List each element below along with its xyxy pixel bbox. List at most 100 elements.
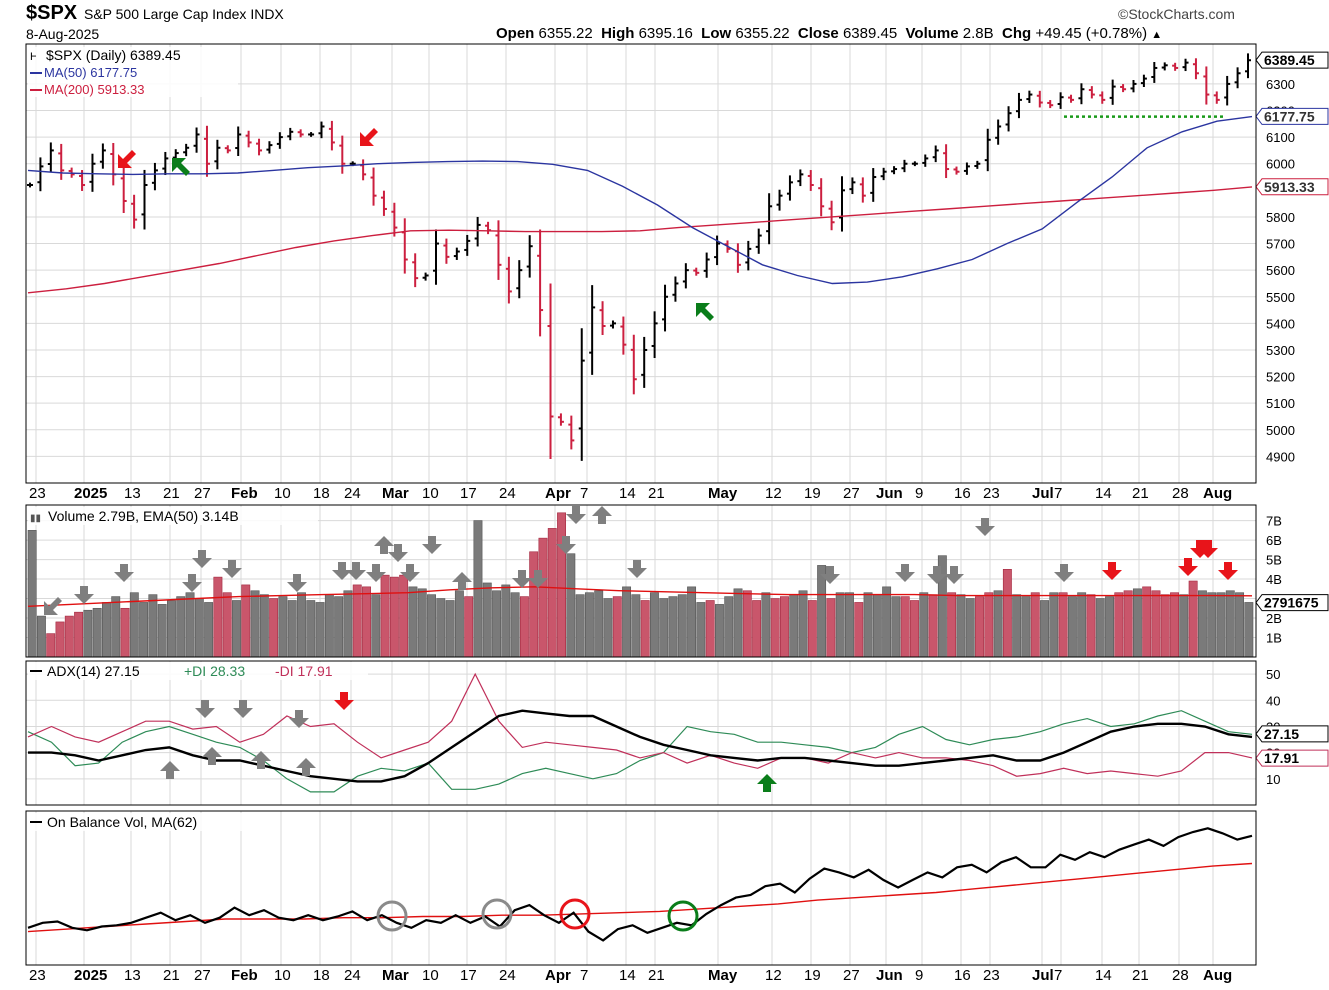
price-bar	[27, 182, 33, 188]
volume-bar	[36, 615, 46, 658]
volume-bar	[891, 596, 901, 658]
x-tick-label: 27	[194, 485, 211, 502]
index-name: S&P 500 Large Cap Index INDX	[84, 6, 284, 22]
price-bar	[266, 141, 273, 154]
volume-bar	[427, 594, 436, 658]
price-bar	[1057, 92, 1064, 109]
volume-signal-arrow-icon	[566, 506, 586, 524]
price-bar	[526, 235, 533, 278]
chg-up-icon: ▲	[1151, 29, 1163, 41]
volume-signal-arrow-icon	[556, 536, 576, 554]
price-bar	[391, 202, 398, 237]
volume-bar	[436, 598, 446, 658]
volume-bar	[371, 594, 381, 658]
x-tick-label: 14	[619, 967, 636, 984]
price-bar	[464, 234, 471, 256]
volume-bar	[900, 596, 910, 658]
adx-panel: ADX(14) 27.15 +DI 28.33 -DI 17.91	[27, 662, 1253, 793]
price-bar	[839, 176, 845, 232]
price-bar	[58, 143, 65, 180]
price-bar	[630, 334, 637, 395]
volume-last-tag-box	[1255, 594, 1329, 612]
price-tick-label: 5500	[1266, 290, 1295, 305]
volume-bar	[622, 586, 632, 658]
x-tick-label: 23	[983, 485, 1000, 502]
x-tick-label: 7	[1054, 967, 1062, 984]
volume-bar	[1123, 590, 1133, 658]
x-tick-label: Jun	[876, 485, 903, 502]
panel-frames	[25, 43, 1257, 966]
panel-border	[25, 43, 1257, 484]
price-bar	[609, 320, 616, 329]
adx-signal-arrow-icon	[296, 758, 316, 776]
volume-signal-arrow-icon	[452, 572, 472, 590]
ma200-line	[27, 186, 1253, 294]
volume-signal-arrow-icon	[44, 597, 62, 615]
price-bar	[766, 193, 773, 245]
price-tick-label: 6000	[1266, 157, 1295, 172]
volume-bar	[1077, 592, 1087, 658]
volume-bar	[148, 594, 158, 658]
volume-bar	[408, 586, 418, 658]
volume-bar	[454, 590, 464, 658]
x-tick-label: 16	[954, 967, 971, 984]
volume-signal-arrow-icon	[332, 562, 352, 580]
volume-bar	[64, 615, 74, 658]
x-tick-label: 10	[274, 967, 291, 984]
x-tick-label: Jun	[876, 967, 903, 984]
volume-bar	[975, 596, 984, 658]
x-tick-label: Jul	[1032, 967, 1054, 984]
price-bar	[141, 169, 148, 230]
x-tick-label: 21	[163, 485, 180, 502]
adx-signal-arrow-icon	[251, 751, 271, 769]
price-tick-label: 5000	[1266, 423, 1295, 438]
volume-tick-label: 2B	[1266, 611, 1282, 626]
panel-border	[25, 810, 1257, 966]
price-bar	[953, 166, 960, 175]
volume-bar	[1216, 592, 1226, 658]
volume-bar	[1160, 594, 1170, 658]
adx-last-tag: 27.15	[1255, 725, 1329, 743]
price-bar	[245, 130, 252, 148]
price-bar	[797, 169, 804, 187]
legend-background	[28, 662, 368, 680]
price-bar	[1005, 106, 1012, 132]
price-bar	[412, 253, 419, 288]
sell-arrow-icon	[118, 150, 136, 168]
volume-signal-arrow-icon	[592, 506, 612, 524]
price-bar	[537, 229, 544, 337]
volume-bar	[742, 590, 752, 658]
volume-bar	[445, 600, 455, 658]
volume-bar	[659, 598, 669, 658]
x-tick-label: 12	[765, 485, 782, 502]
volume-bar	[529, 551, 539, 658]
x-tick-label: 14	[619, 485, 636, 502]
volume-signal-arrow-icon	[366, 564, 386, 582]
price-bar	[672, 276, 679, 302]
obv-crossover-circle	[376, 900, 408, 932]
price-bar	[339, 135, 346, 174]
price-tick-label: 5300	[1266, 343, 1295, 358]
price-bar	[1140, 74, 1147, 88]
price-bar	[308, 132, 315, 137]
volume-signal-arrow-icon	[422, 536, 442, 554]
volume-signal-arrow-icon	[975, 518, 995, 536]
volume-bar	[1235, 592, 1245, 658]
x-tick-label: 21	[648, 967, 665, 984]
volume-bar	[1095, 598, 1105, 658]
volume-bar	[947, 592, 957, 658]
ma50-tag-text: 6177.75	[1264, 108, 1315, 124]
adx-signal-arrow-icon	[160, 761, 180, 779]
volume-bar	[1067, 596, 1077, 658]
volume-bar	[1188, 580, 1198, 658]
volume-bar	[306, 600, 316, 658]
volume-bar	[1086, 594, 1096, 658]
volume-bar	[1114, 592, 1124, 658]
price-tick-label: 5200	[1266, 370, 1295, 385]
x-tick-label: 24	[344, 967, 361, 984]
volume-last-tag-text: 2791675	[1264, 595, 1319, 611]
volume-bar	[798, 590, 808, 658]
legend-ma200: MA(200) 5913.33	[44, 82, 144, 97]
volume-bar	[993, 590, 1003, 658]
volume-bar	[789, 594, 799, 658]
